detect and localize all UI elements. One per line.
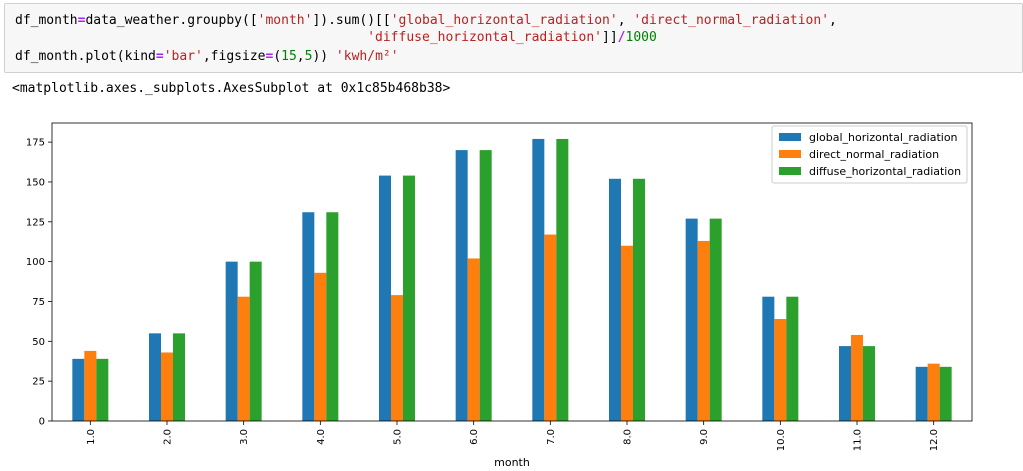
bar [403,175,415,421]
bar [479,150,492,421]
x-tick-label: 1.0 [86,429,97,445]
y-tick-label: 25 [32,377,45,388]
bar [621,245,633,421]
x-tick-label: 10.0 [776,429,787,451]
code-token: df_month.plot(kind [15,49,156,64]
bar [774,319,787,421]
code-cell[interactable]: df_month=data_weather.groupby(['month'])… [4,3,1023,73]
bar [379,175,391,421]
legend-label: global_horizontal_radiation [809,131,958,144]
y-tick-label: 125 [26,217,45,228]
bar [609,178,621,421]
code-token: 15 [281,49,297,64]
x-tick-label: 2.0 [163,429,174,445]
y-tick-label: 175 [26,138,45,149]
code-indent [15,30,367,45]
code-token: 5 [304,49,313,64]
code-token: 'direct_normal_radiation' [633,13,830,28]
code-token: ]] [602,30,618,45]
code-token: 'bar' [163,49,203,64]
code-token: 'month' [257,13,313,28]
code-token: 'kwh/m²' [328,49,399,64]
bar [851,334,863,421]
code-token: df_month [15,13,78,28]
code-token: = [265,49,274,64]
x-tick-label: 4.0 [316,429,327,445]
cell-output-repr: <matplotlib.axes._subplots.AxesSubplot a… [12,81,451,96]
code-token: ]).sum()[[ [312,13,391,28]
legend-label: direct_normal_radiation [809,148,939,161]
bar [314,272,327,421]
code-token: ,figsize [202,49,266,64]
bar-chart: 0 25 50 75 100 125 150 175 1.0 2.0 3.0 4.0 5.0 6.0 7.0… [0,116,1023,471]
bar [544,234,557,421]
bar [225,261,238,421]
code-token: 'diffuse_horizontal_radiation' [367,30,603,45]
legend-swatch [779,167,801,175]
legend-swatch [779,150,801,158]
x-tick-label: 9.0 [699,429,710,445]
bar [302,212,315,421]
code-token: ( [273,49,282,64]
bar [173,333,185,421]
bar [786,296,799,421]
code-line-1: df_month=data_weather.groupby(['month'])… [15,12,837,29]
x-tick-label: 11.0 [853,429,864,451]
bar [556,138,569,421]
legend-swatch [779,133,801,141]
bar [96,358,109,421]
chart-svg: 0 25 50 75 100 125 150 175 1.0 2.0 3.0 4.0 5.0 6.0 7.0… [26,122,973,469]
x-tick-label: 12.0 [929,429,940,451]
bar [455,150,468,421]
bar [697,240,710,421]
bar [927,363,940,421]
bar [685,218,698,421]
bar [633,178,645,421]
code-line-3: df_month.plot(kind='bar',figsize=(15,5))… [15,48,399,65]
code-token: / [617,30,626,45]
bar [709,218,722,421]
code-token: , [296,49,305,64]
x-tick-label: 7.0 [546,429,557,445]
bar [84,350,97,421]
bar [839,346,851,421]
bar [72,358,85,421]
bar [149,333,161,421]
code-token: )) [312,49,329,64]
y-tick-label: 150 [26,177,45,188]
code-token: = [77,13,86,28]
bar [915,366,928,421]
code-token: data_weather.groupby([ [85,13,258,28]
y-tick-label: 50 [32,337,45,348]
bar [161,352,173,421]
code-token: , [829,13,837,28]
bar [237,296,250,421]
x-tick-label: 6.0 [469,429,480,445]
legend-box [771,125,968,184]
bar [249,261,262,421]
x-tick-label: 5.0 [393,429,404,445]
code-token: , [617,13,634,28]
code-token: 1000 [625,30,657,45]
code-token: 'global_horizontal_radiation' [390,13,618,28]
x-tick-label: 8.0 [623,429,634,445]
bar [532,138,545,421]
bar [467,258,480,421]
plot-frame [51,122,973,422]
code-token: = [155,49,164,64]
legend-label: diffuse_horizontal_radiation [809,165,961,178]
code-line-2: 'diffuse_horizontal_radiation']]/1000 [15,29,657,46]
bar [863,346,875,421]
y-tick-label: 75 [32,297,45,308]
x-tick-label: 3.0 [239,429,250,445]
x-axis-label: month [494,456,530,469]
bar [391,295,403,421]
bar [939,366,952,421]
bar [326,212,339,421]
y-tick-label: 0 [39,417,45,428]
y-tick-label: 100 [26,257,45,268]
bar [762,296,775,421]
